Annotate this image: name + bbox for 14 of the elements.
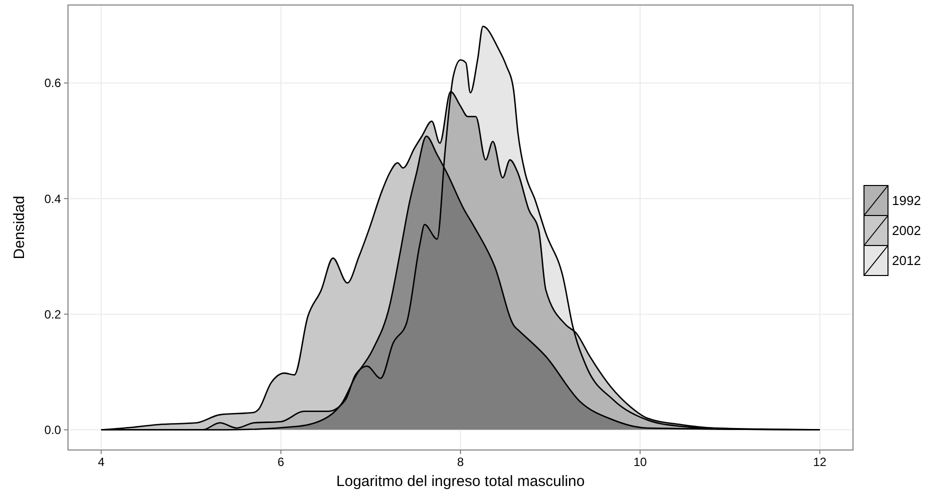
y-tick-label: 0.6 [44, 76, 62, 90]
y-tick-label: 0.4 [44, 192, 62, 206]
x-tick-label: 8 [457, 455, 464, 469]
y-tick-label: 0.0 [44, 422, 62, 437]
x-tick-label: 6 [278, 455, 285, 469]
x-tick-label: 10 [633, 455, 648, 469]
legend-label: 1992 [892, 193, 921, 208]
x-tick-label: 4 [98, 455, 105, 469]
y-tick-label: 0.2 [44, 307, 62, 322]
legend-label: 2012 [892, 253, 921, 268]
x-axis-title: Logaritmo del ingreso total masculino [336, 473, 585, 490]
y-axis-title: Densidad [11, 196, 28, 260]
legend-label: 2002 [892, 223, 921, 238]
x-tick-label: 12 [813, 455, 827, 469]
